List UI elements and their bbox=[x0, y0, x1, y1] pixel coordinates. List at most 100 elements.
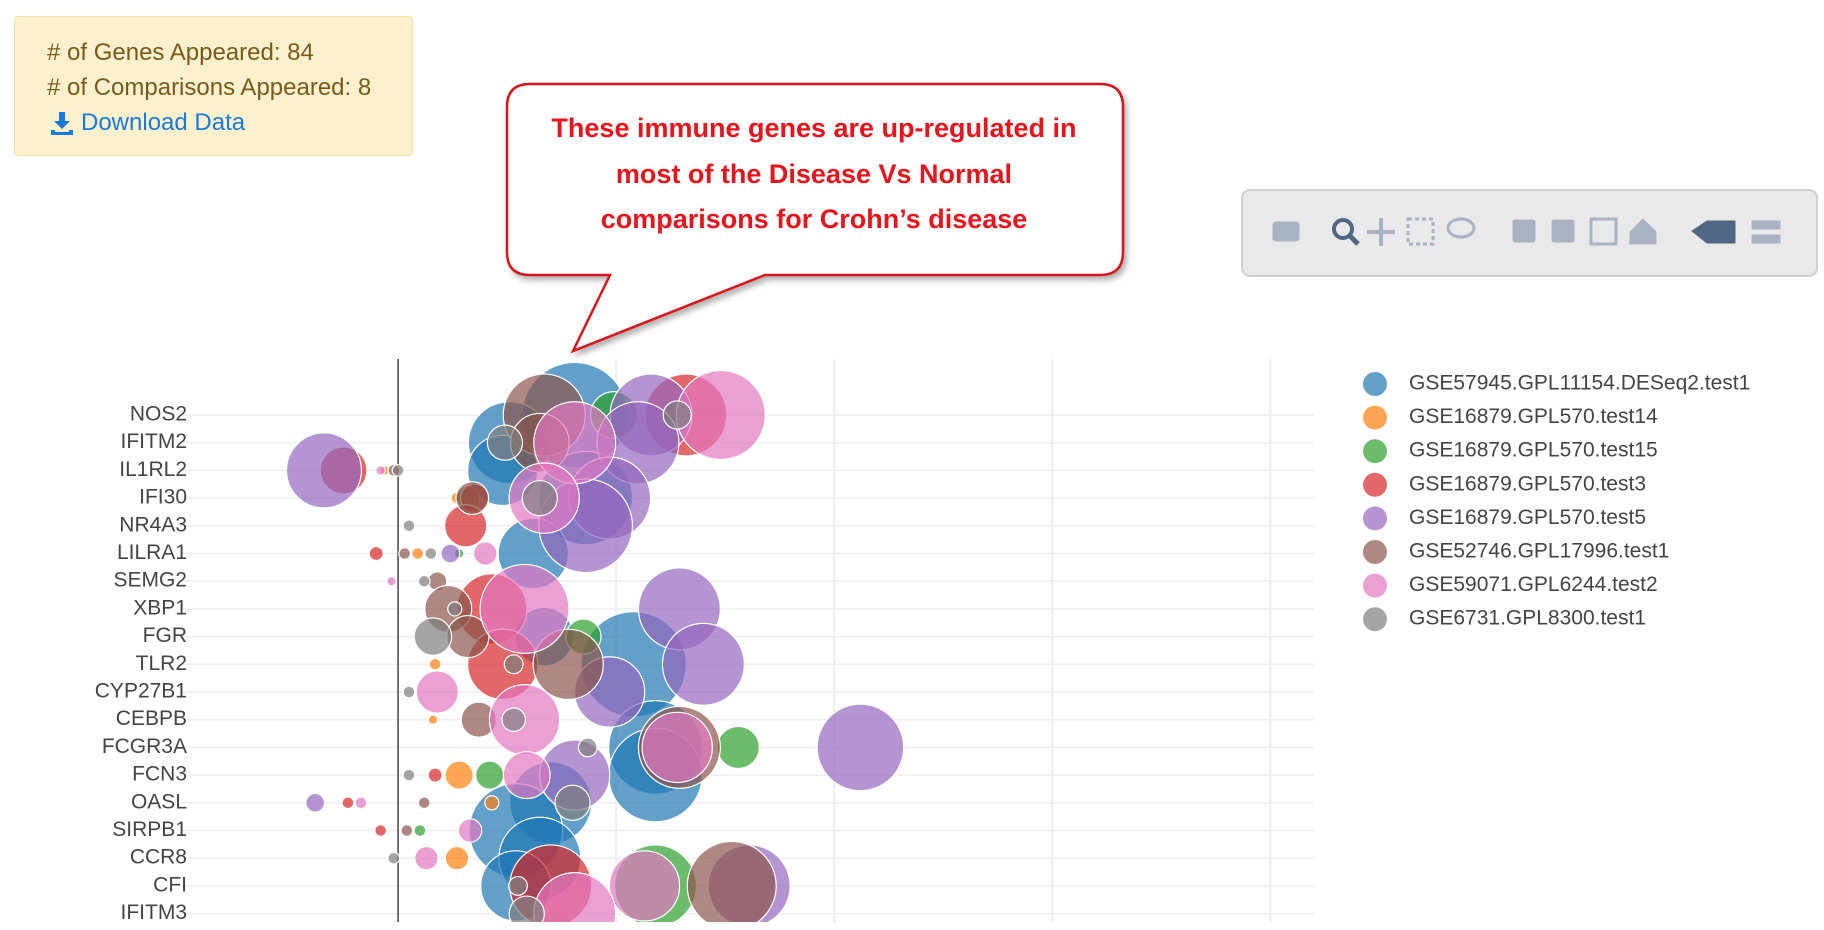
bubble bbox=[473, 541, 498, 566]
bubble bbox=[444, 845, 470, 871]
bubble bbox=[415, 670, 459, 714]
hover-compare-icon[interactable] bbox=[1751, 220, 1781, 244]
bubble bbox=[424, 547, 438, 560]
select-icon[interactable] bbox=[1406, 217, 1435, 246]
callout bbox=[505, 82, 1125, 354]
toolbar bbox=[1241, 189, 1818, 277]
y-tick-label: CFI bbox=[153, 873, 187, 896]
legend-label: GSE16879.GPL570.test3 bbox=[1409, 472, 1646, 495]
legend-marker bbox=[1363, 372, 1387, 396]
zoom-icon[interactable] bbox=[1332, 218, 1354, 240]
hover-closest-icon[interactable] bbox=[1691, 220, 1736, 244]
download-text[interactable]: Download Data bbox=[81, 109, 246, 136]
legend-marker bbox=[1363, 439, 1387, 464]
bubble bbox=[375, 465, 386, 476]
bubble bbox=[417, 574, 431, 588]
bubble bbox=[508, 875, 528, 896]
info-box: # of Genes Appeared: 84 # of Comparisons… bbox=[14, 16, 413, 156]
legend-label: GSE52746.GPL17996.test1 bbox=[1409, 540, 1669, 563]
y-tick-label: LILRA1 bbox=[117, 541, 187, 564]
y-tick-label: CYP27B1 bbox=[95, 680, 187, 703]
bubble bbox=[387, 851, 401, 865]
genes-count: # of Genes Appeared: 84 bbox=[47, 39, 314, 66]
y-tick-label: FCN3 bbox=[132, 763, 187, 786]
bubble bbox=[305, 792, 326, 813]
bubble bbox=[661, 622, 745, 706]
callout-text: most of the Disease Vs Normal bbox=[616, 159, 1012, 189]
legend-label: GSE57945.GPL11154.DESeq2.test1 bbox=[1409, 372, 1750, 395]
bubble bbox=[386, 575, 397, 587]
bubble bbox=[398, 547, 412, 560]
legend-label: GSE6731.GPL8300.test1 bbox=[1409, 607, 1646, 630]
y-tick-label: SEMG2 bbox=[113, 569, 187, 592]
y-tick-label: CEBPB bbox=[116, 707, 187, 730]
bubble bbox=[508, 895, 545, 922]
bubble bbox=[475, 760, 505, 790]
bubble bbox=[368, 545, 384, 562]
y-tick-label: OASL bbox=[131, 790, 187, 813]
y-tick-label: SIRPB1 bbox=[112, 818, 187, 841]
bubble bbox=[447, 601, 463, 617]
bubble bbox=[532, 628, 604, 701]
camera-icon[interactable] bbox=[1272, 221, 1300, 242]
download-icon bbox=[51, 111, 73, 135]
bubble bbox=[285, 432, 362, 509]
bubble bbox=[341, 796, 355, 810]
comparisons-count: # of Comparisons Appeared: 8 bbox=[47, 74, 372, 101]
legend-marker bbox=[1363, 472, 1387, 497]
callout-text: comparisons for Crohn’s disease bbox=[601, 204, 1028, 234]
bubble bbox=[413, 824, 427, 837]
bubble bbox=[457, 818, 483, 843]
y-tick-label: IFITM2 bbox=[121, 430, 188, 453]
y-tick-label: TLR2 bbox=[136, 652, 187, 675]
download-link[interactable]: Download Data bbox=[49, 105, 412, 140]
bubble bbox=[411, 547, 425, 560]
bubble bbox=[486, 424, 524, 461]
y-tick-label: IFITM3 bbox=[121, 901, 188, 924]
bubble bbox=[662, 400, 692, 430]
y-tick-label: NR4A3 bbox=[119, 513, 187, 536]
zoom-out-icon[interactable] bbox=[1551, 219, 1575, 243]
bubble bbox=[577, 737, 598, 758]
y-tick-label: FGR bbox=[143, 624, 187, 647]
bubble bbox=[440, 543, 461, 564]
bubble bbox=[417, 796, 431, 810]
bubble bbox=[402, 768, 416, 782]
bubble bbox=[502, 751, 551, 800]
bubble bbox=[427, 767, 443, 783]
y-tick-label: CCR8 bbox=[130, 846, 187, 869]
bubble bbox=[503, 654, 524, 675]
lasso-icon[interactable] bbox=[1446, 217, 1476, 239]
legend-label: GSE16879.GPL570.test14 bbox=[1409, 405, 1658, 428]
legend-marker bbox=[1363, 607, 1387, 632]
bubble bbox=[444, 760, 474, 790]
bubble bbox=[554, 784, 591, 821]
legend-label: GSE16879.GPL570.test5 bbox=[1409, 506, 1646, 529]
y-tick-label: IFI30 bbox=[139, 486, 187, 509]
bubble bbox=[484, 795, 500, 811]
bubble bbox=[402, 685, 416, 699]
autoscale-icon[interactable] bbox=[1589, 217, 1618, 246]
pan-icon[interactable] bbox=[1367, 218, 1395, 246]
zoom-in-icon[interactable] bbox=[1512, 219, 1536, 243]
legend-label: GSE16879.GPL570.test15 bbox=[1409, 439, 1658, 462]
home-icon[interactable] bbox=[1629, 218, 1657, 245]
y-tick-label: IL1RL2 bbox=[119, 458, 187, 481]
bubble bbox=[354, 796, 368, 810]
bubble bbox=[521, 479, 558, 517]
bubble bbox=[400, 824, 414, 837]
bubble bbox=[479, 563, 570, 654]
bubble bbox=[374, 824, 388, 837]
y-tick-label: FCGR3A bbox=[102, 735, 187, 758]
legend-label: GSE59071.GPL6244.test2 bbox=[1409, 573, 1658, 596]
legend-marker bbox=[1363, 573, 1387, 598]
bubble bbox=[428, 657, 442, 671]
bubble bbox=[413, 617, 453, 656]
bubble bbox=[501, 707, 526, 732]
bubble bbox=[455, 481, 490, 516]
bubble bbox=[686, 840, 777, 922]
bubble bbox=[716, 725, 760, 770]
bubble bbox=[402, 519, 416, 533]
